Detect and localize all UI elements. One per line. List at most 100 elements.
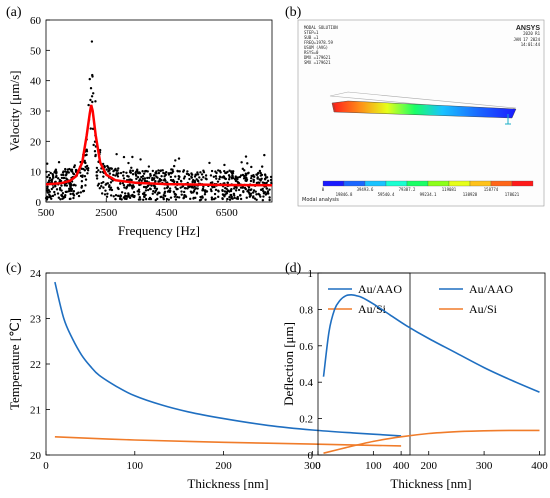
y-ticks-c: 20 21 22 23 24: [30, 268, 50, 462]
data-point: [169, 196, 173, 199]
data-point: [70, 170, 74, 173]
data-point: [120, 198, 123, 201]
contour-swatch: [427, 180, 450, 187]
x-tick-label: 100: [365, 460, 382, 472]
data-point: [121, 181, 125, 185]
data-point: [181, 185, 184, 188]
data-point: [140, 179, 143, 182]
contour-label: 158774: [484, 187, 499, 192]
series-line: [54, 281, 402, 437]
y-tick-label: 24: [30, 268, 42, 280]
data-point: [103, 193, 107, 196]
data-point: [269, 175, 273, 179]
data-point: [223, 169, 226, 173]
data-point: [150, 178, 154, 182]
data-point: [60, 184, 63, 187]
data-point: [69, 192, 72, 196]
data-point: [250, 176, 253, 180]
data-point: [255, 181, 259, 185]
data-point: [131, 187, 134, 190]
contour-swatch: [469, 180, 492, 187]
data-point: [210, 198, 214, 201]
data-point: [119, 195, 122, 198]
data-point: [79, 191, 83, 194]
data-point: [263, 191, 267, 194]
x-tick-label: 100: [127, 460, 144, 472]
data-point: [81, 190, 85, 193]
data-point: [47, 189, 50, 192]
data-point: [183, 175, 187, 178]
data-point: [255, 173, 258, 176]
data-point: [46, 187, 49, 190]
contour-swatch: [448, 180, 471, 187]
data-point: [196, 171, 199, 174]
data-point: [231, 170, 235, 173]
data-point: [251, 191, 255, 194]
data-point: [123, 194, 127, 198]
x-axis-title-a: Frequency [Hz]: [118, 223, 200, 238]
data-point: [259, 179, 262, 182]
data-point: [90, 40, 94, 43]
data-point: [112, 195, 115, 198]
data-point: [126, 195, 130, 198]
data-point: [163, 194, 167, 198]
data-point: [218, 177, 221, 181]
data-point: [65, 173, 68, 176]
data-point: [230, 196, 233, 200]
contour-swatch: [364, 180, 387, 187]
data-point: [162, 196, 165, 199]
data-point: [72, 172, 75, 175]
data-point: [131, 155, 134, 159]
data-point: [200, 173, 204, 176]
data-point: [223, 163, 226, 167]
data-point: [196, 173, 200, 176]
data-point: [250, 188, 253, 191]
data-point: [252, 180, 255, 184]
data-point: [69, 168, 73, 172]
contour-swatch: [343, 180, 366, 187]
data-point: [62, 195, 66, 199]
y-tick-label: 0: [36, 197, 42, 209]
x-tick-label: 0: [43, 460, 49, 472]
data-point: [198, 199, 202, 202]
data-point: [132, 190, 136, 194]
data-point: [115, 152, 118, 156]
data-point: [174, 175, 177, 178]
data-point: [116, 194, 120, 198]
data-point: [72, 190, 76, 193]
data-point: [173, 195, 177, 198]
data-point: [174, 186, 177, 189]
data-point: [202, 185, 205, 188]
data-point: [257, 171, 260, 175]
chart-d: 0 100 200 300 400 0 0.2 0.4 0.6 0.8 1 Au/AAO Au/Si…: [281, 268, 548, 491]
data-point: [105, 168, 108, 171]
y-axis-title-c: Temperature [℃]: [7, 318, 22, 410]
data-point: [215, 177, 218, 180]
data-point: [126, 174, 129, 178]
data-point: [177, 196, 181, 199]
data-point: [53, 190, 56, 194]
data-point: [212, 197, 216, 201]
y-tick-label: 10: [30, 167, 42, 179]
data-point: [61, 192, 65, 195]
data-point: [57, 196, 61, 199]
data-point: [200, 178, 203, 181]
data-point: [74, 168, 78, 172]
data-point: [249, 179, 253, 183]
data-point: [152, 190, 155, 193]
data-point: [196, 187, 199, 190]
data-point: [84, 161, 87, 165]
data-point: [226, 170, 229, 174]
data-point: [65, 184, 69, 187]
data-point: [94, 100, 97, 103]
data-point: [115, 173, 119, 176]
data-point: [161, 169, 164, 172]
data-point: [128, 196, 132, 200]
data-point: [81, 174, 84, 177]
data-point: [141, 177, 145, 180]
data-point: [60, 189, 63, 192]
data-point: [55, 174, 58, 178]
data-point: [89, 127, 92, 130]
